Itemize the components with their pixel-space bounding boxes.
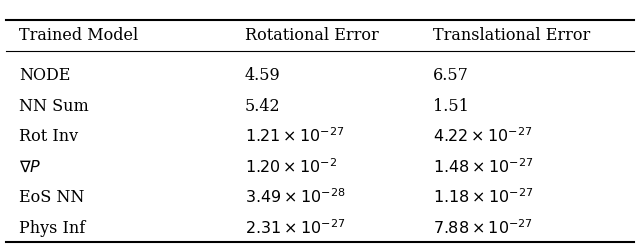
Text: $2.31 \times 10^{-27}$: $2.31 \times 10^{-27}$ [244,219,345,238]
Text: $1.18 \times 10^{-27}$: $1.18 \times 10^{-27}$ [433,188,533,207]
Text: $1.21 \times 10^{-27}$: $1.21 \times 10^{-27}$ [244,127,344,146]
Text: $7.88 \times 10^{-27}$: $7.88 \times 10^{-27}$ [433,219,533,238]
Text: $1.48 \times 10^{-27}$: $1.48 \times 10^{-27}$ [433,158,533,177]
Text: 4.59: 4.59 [244,67,280,84]
Text: Rot Inv: Rot Inv [19,128,78,145]
Text: Phys Inf: Phys Inf [19,220,85,237]
Text: Translational Error: Translational Error [433,27,590,44]
Text: NODE: NODE [19,67,70,84]
Text: NN Sum: NN Sum [19,98,89,115]
Text: 1.51: 1.51 [433,98,468,115]
Text: 5.42: 5.42 [244,98,280,115]
Text: 6.57: 6.57 [433,67,468,84]
Text: $3.49 \times 10^{-28}$: $3.49 \times 10^{-28}$ [244,188,346,207]
Text: Rotational Error: Rotational Error [244,27,378,44]
Text: $\nabla P$: $\nabla P$ [19,159,42,176]
Text: Trained Model: Trained Model [19,27,138,44]
Text: EoS NN: EoS NN [19,189,84,206]
Text: $4.22 \times 10^{-27}$: $4.22 \times 10^{-27}$ [433,127,532,146]
Text: $1.20 \times 10^{-2}$: $1.20 \times 10^{-2}$ [244,158,337,177]
